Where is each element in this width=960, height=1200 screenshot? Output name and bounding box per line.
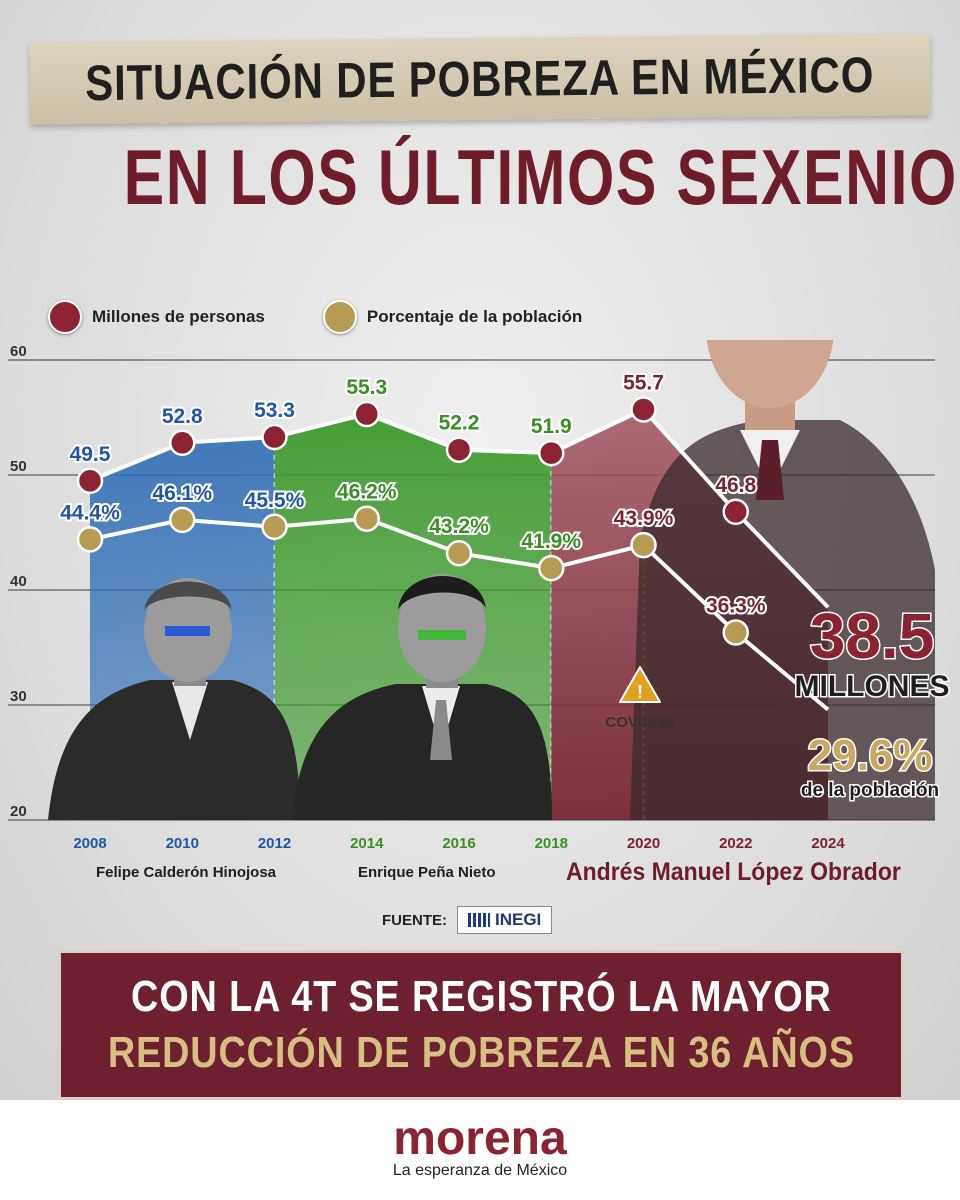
- president-name-amlo: Andrés Manuel López Obrador: [566, 858, 901, 886]
- legend-dot-percent-icon: [322, 300, 357, 334]
- millions-value-label: 52.2: [439, 412, 480, 435]
- callout-millions-value: 38.5: [810, 600, 935, 672]
- pena-eye-bar: [418, 630, 466, 640]
- millions-value-label: 51.9: [531, 415, 572, 438]
- percent-marker: [169, 506, 196, 534]
- x-tick-label: 2012: [258, 835, 291, 852]
- millions-value-label: 49.5: [70, 443, 111, 466]
- final-callouts: 38.5 MILLONES 29.6% de la población: [793, 599, 951, 803]
- y-tick-label: 20: [10, 803, 27, 820]
- millions-marker: [261, 423, 288, 451]
- president-name-calderon: Felipe Calderón Hinojosa: [96, 864, 277, 881]
- y-tick-label: 30: [10, 688, 27, 705]
- x-tick-label: 2008: [73, 835, 106, 852]
- millions-value-label: 46.8: [715, 474, 756, 497]
- millions-marker: [722, 498, 749, 526]
- percent-value-label: 44.4%: [60, 501, 120, 524]
- bottom-banner: CON LA 4T SE REGISTRÓ LA MAYOR REDUCCIÓN…: [58, 950, 904, 1100]
- banner-line-1: CON LA 4T SE REGISTRÓ LA MAYOR: [130, 972, 832, 1021]
- percent-value-label: 43.2%: [429, 515, 489, 538]
- svg-text:!: !: [637, 682, 643, 702]
- legend-label-millions: Millones de personas: [92, 307, 265, 326]
- covid-label: COVID-19: [605, 714, 674, 731]
- x-tick-label: 2024: [811, 835, 845, 852]
- inegi-logo: INEGI: [457, 906, 553, 934]
- footer: [0, 1100, 960, 1200]
- percent-value-label: 41.9%: [521, 530, 581, 553]
- percent-marker: [722, 619, 749, 646]
- x-tick-label: 2016: [442, 835, 475, 852]
- inegi-text: INEGI: [495, 910, 542, 929]
- morena-tagline: La esperanza de México: [392, 1162, 568, 1179]
- millions-value-label: 53.3: [254, 399, 295, 422]
- calderon-eye-bar: [165, 626, 210, 636]
- percent-marker: [261, 513, 288, 540]
- millions-marker: [169, 429, 196, 457]
- percent-marker: [538, 554, 565, 582]
- source: FUENTE: INEGI: [382, 906, 553, 934]
- percent-marker: [353, 505, 380, 532]
- millions-marker: [353, 400, 380, 428]
- calderon-figure: [48, 578, 300, 820]
- x-tick-label: 2010: [166, 835, 199, 852]
- morena-logo: morena: [393, 1112, 567, 1165]
- millions-marker: [538, 439, 565, 467]
- callout-percent-unit: de la población: [801, 780, 939, 801]
- percent-value-label: 43.9%: [614, 507, 674, 530]
- millions-value-label: 55.3: [346, 376, 387, 399]
- legend-item-millions: Millones de personas: [48, 300, 265, 334]
- president-figures: [48, 340, 935, 820]
- x-tick-label: 2014: [350, 835, 384, 852]
- banner-line-2: REDUCCIÓN DE POBREZA EN 36 AÑOS: [107, 1028, 855, 1077]
- x-tick-label: 2020: [627, 835, 660, 852]
- millions-marker: [76, 467, 104, 494]
- warning-icon: [619, 666, 661, 703]
- inegi-mark-icon: [468, 913, 490, 927]
- legend-dot-millions-icon: [48, 300, 82, 334]
- x-tick-label: 2018: [535, 835, 568, 852]
- callout-percent-value: 29.6%: [808, 731, 933, 780]
- subtitle-text: EN LOS ÚLTIMOS SEXENIOS: [123, 133, 960, 221]
- millions-value-label: 55.7: [623, 371, 664, 394]
- millions-value-label: 52.8: [162, 405, 203, 428]
- page-title: SITUACIÓN DE POBREZA EN MÉXICO: [85, 46, 875, 112]
- percent-value-label: 46.1%: [152, 482, 212, 505]
- x-tick-label: 2022: [719, 835, 752, 852]
- source-label: FUENTE:: [382, 911, 447, 929]
- percent-marker: [76, 526, 104, 553]
- pena-figure: [292, 574, 552, 820]
- title-banner: SITUACIÓN DE POBREZA EN MÉXICO: [29, 33, 931, 125]
- y-tick-label: 40: [10, 573, 27, 590]
- chart-legend: Millones de personas Porcentaje de la po…: [48, 300, 582, 334]
- percent-marker: [630, 531, 657, 559]
- legend-item-percent: Porcentaje de la población: [322, 300, 583, 334]
- percent-value-label: 45.5%: [245, 489, 305, 512]
- legend-label-percent: Porcentaje de la población: [366, 307, 583, 326]
- percent-value-label: 46.2%: [337, 481, 397, 504]
- y-tick-label: 50: [10, 458, 27, 475]
- percent-value-label: 36.3%: [706, 595, 766, 618]
- page-subtitle: EN LOS ÚLTIMOS SEXENIOS: [0, 132, 960, 223]
- millions-marker: [445, 436, 473, 463]
- callout-millions-unit: MILLONES: [795, 670, 950, 703]
- covid-annotation: ! COVID-19: [605, 666, 675, 731]
- percent-marker: [445, 539, 473, 567]
- amlo-figure: [630, 340, 935, 820]
- y-tick-label: 60: [10, 343, 27, 360]
- president-name-pena: Enrique Peña Nieto: [358, 864, 496, 881]
- millions-marker: [630, 396, 657, 423]
